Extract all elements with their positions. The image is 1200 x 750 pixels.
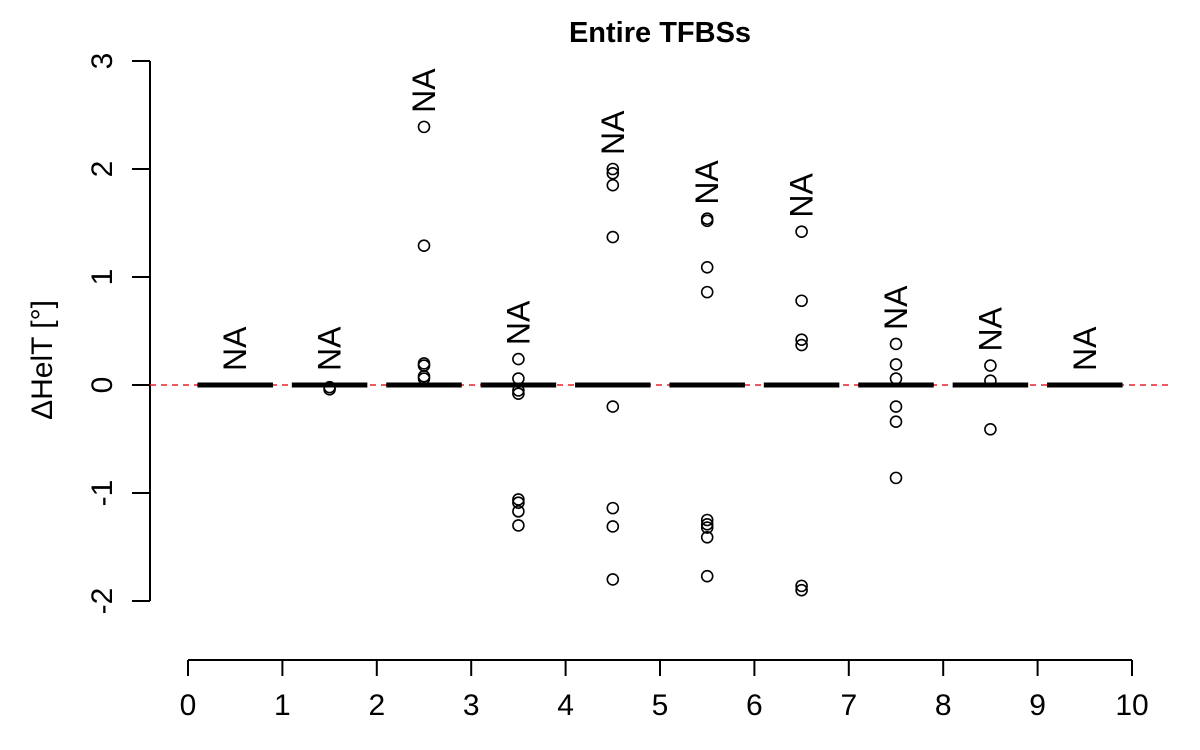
x-axis: 0 1 2 3 4 5 6 7 8 9 10 — [180, 659, 1149, 722]
na-label: NA — [878, 285, 914, 330]
boxplot-group: NA — [197, 326, 273, 388]
outlier-point — [700, 518, 714, 531]
x-tick-label: 7 — [840, 689, 857, 722]
outlier-point — [889, 358, 903, 371]
outlier-point — [512, 352, 525, 366]
outlier-point — [606, 520, 620, 533]
x-tick-label: 1 — [274, 689, 291, 722]
y-tick-label: 0 — [86, 377, 119, 394]
x-tick-label: 4 — [557, 689, 574, 722]
outlier-point — [700, 521, 714, 534]
outlier-point — [795, 225, 808, 238]
y-tick-label: 3 — [86, 53, 119, 70]
na-label: NA — [500, 300, 536, 345]
outlier-point — [512, 384, 525, 397]
boxplot-group: NA — [858, 285, 934, 485]
outlier-point — [606, 573, 620, 586]
boxplot-group: NA — [291, 326, 368, 396]
outlier-point — [700, 260, 714, 274]
na-label: NA — [1067, 326, 1103, 371]
x-tick-label: 0 — [180, 689, 197, 722]
outlier-point — [700, 285, 714, 299]
outlier-point — [700, 513, 714, 527]
na-label: NA — [784, 173, 820, 218]
x-tick-label: 3 — [463, 689, 480, 722]
outlier-point — [889, 471, 903, 485]
outlier-point — [512, 493, 525, 506]
boxplot-group: NA — [669, 160, 745, 583]
outlier-point — [417, 120, 431, 134]
y-axis: -2 -1 0 1 2 3 — [86, 53, 151, 615]
y-tick-label: -2 — [86, 588, 119, 615]
y-axis-title: ΔHelT [°] — [26, 300, 59, 420]
outlier-point — [512, 505, 525, 518]
y-tick-label: 2 — [86, 161, 119, 178]
y-tick-label: 1 — [86, 269, 119, 286]
na-label: NA — [689, 160, 725, 205]
x-tick-label: 2 — [368, 689, 385, 722]
boxplot-groups: NA NA NA NA NA NA NA NA NA NA — [197, 68, 1123, 597]
outlier-point — [795, 338, 808, 352]
boxplot-group: NA — [386, 68, 462, 388]
boxplot-group: NA — [952, 306, 1029, 436]
outlier-point — [512, 387, 525, 400]
na-label: NA — [312, 326, 348, 371]
outlier-point — [512, 519, 525, 532]
x-tick-label: 9 — [1029, 689, 1046, 722]
outlier-point — [889, 372, 903, 385]
outlier-point — [700, 530, 714, 544]
boxplot-group: NA — [763, 173, 840, 597]
outlier-point — [795, 333, 808, 346]
outlier-point — [889, 400, 903, 413]
boxplot-group: NA — [1047, 326, 1123, 388]
outlier-point — [512, 496, 525, 510]
outlier-point — [984, 422, 997, 436]
na-label: NA — [595, 110, 631, 155]
x-tick-label: 8 — [935, 689, 952, 722]
na-label: NA — [406, 68, 442, 113]
x-tick-label: 6 — [746, 689, 763, 722]
boxplot-group: NA — [480, 300, 557, 532]
outlier-point — [606, 400, 620, 413]
chart-title: Entire TFBSs — [569, 17, 751, 49]
outlier-point — [889, 415, 903, 429]
boxplot-group: NA — [575, 110, 651, 586]
outlier-point — [700, 569, 714, 583]
outlier-point — [606, 501, 620, 515]
na-label: NA — [217, 326, 253, 371]
x-tick-label: 5 — [652, 689, 669, 722]
outlier-point — [795, 583, 808, 597]
x-tick-label: 10 — [1115, 689, 1148, 722]
outlier-point — [512, 372, 525, 385]
outlier-point — [606, 230, 620, 244]
outlier-point — [889, 337, 903, 351]
y-tick-label: -1 — [86, 480, 119, 507]
outlier-point — [984, 374, 997, 387]
outlier-point — [795, 294, 808, 308]
na-label: NA — [972, 306, 1008, 351]
outlier-point — [417, 239, 431, 252]
outlier-point — [323, 383, 336, 396]
outlier-point — [700, 214, 714, 228]
outlier-point — [795, 579, 808, 593]
outlier-point — [984, 359, 997, 372]
outlier-point — [606, 178, 620, 192]
outlier-point — [606, 162, 620, 176]
outlier-point — [417, 372, 431, 385]
outlier-point — [606, 167, 620, 180]
